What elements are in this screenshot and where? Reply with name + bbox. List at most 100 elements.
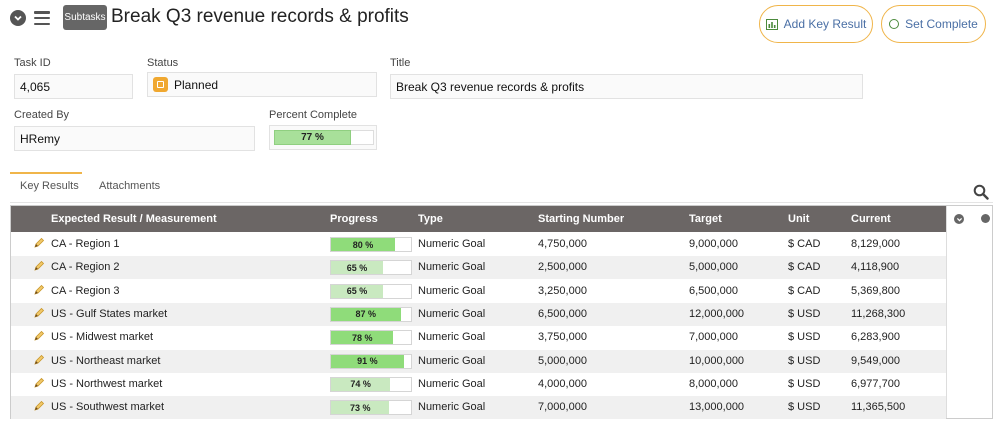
progress-fill: 73 % (331, 401, 390, 415)
task-id-label: Task ID (14, 57, 51, 69)
progress-fill: 78 % (331, 331, 394, 345)
cell-type: Numeric Goal (418, 331, 486, 344)
pencil-icon[interactable] (33, 307, 45, 319)
hamburger-menu-icon[interactable] (34, 11, 50, 25)
table-side-controls (946, 206, 992, 418)
cell-target: 9,000,000 (689, 238, 738, 250)
cell-unit: $ USD (788, 307, 821, 320)
cell-measurement: US - Northeast market (51, 354, 161, 367)
table-row[interactable]: US - Gulf States market 87 % Numeric Goal 6… (11, 302, 946, 326)
cell-starting: 3,250,000 (538, 284, 587, 297)
cell-target: 5,000,000 (689, 261, 738, 274)
tab-attachments[interactable]: Attachments (99, 180, 161, 192)
pencil-icon[interactable] (33, 400, 45, 412)
cell-current: 11,268,300 (851, 307, 906, 320)
cell-measurement: CA - Region 1 (51, 238, 120, 250)
progress-fill: 74 % (331, 377, 391, 391)
tab-key-results[interactable]: Key Results (20, 180, 79, 192)
progress-bar: 78 % (330, 330, 412, 346)
subtasks-button[interactable]: Subtasks (63, 5, 107, 30)
cell-measurement: US - Gulf States market (51, 307, 168, 320)
cell-type: Numeric Goal (418, 354, 486, 367)
task-id-field[interactable]: 4,065 (14, 74, 133, 99)
cell-unit: $ USD (788, 331, 821, 344)
pencil-icon[interactable] (33, 330, 45, 342)
title-field[interactable]: Break Q3 revenue records & profits (390, 74, 863, 99)
collapse-toggle-icon[interactable] (10, 10, 26, 26)
tabs-divider (10, 202, 993, 203)
table-row[interactable]: CA - Region 3 65 % Numeric Goal 3,250,000 6,… (11, 280, 946, 303)
status-value: Planned (174, 77, 219, 92)
column-chooser-chevron-icon[interactable] (954, 214, 964, 224)
table-row[interactable]: CA - Region 1 80 % Numeric Goal 4,750,000 9,… (11, 233, 946, 256)
cell-unit: $ CAD (788, 238, 821, 250)
cell-type: Numeric Goal (418, 284, 486, 297)
pencil-icon[interactable] (33, 260, 45, 272)
col-header-unit[interactable]: Unit (788, 213, 810, 225)
search-icon[interactable] (973, 184, 989, 200)
table-row[interactable]: US - Midwest market 78 % Numeric Goal 3,750… (11, 326, 946, 349)
cell-starting: 3,750,000 (538, 331, 587, 344)
cell-unit: $ CAD (788, 261, 821, 274)
progress-bar: 80 % (330, 237, 412, 252)
cell-current: 6,977,700 (851, 377, 900, 390)
cell-current: 6,283,900 (851, 331, 900, 344)
cell-starting: 7,000,000 (538, 401, 587, 414)
created-by-field[interactable]: HRemy (14, 126, 255, 151)
table-header: Expected Result / Measurement Progress T… (11, 206, 946, 232)
cell-unit: $ CAD (788, 284, 821, 297)
add-key-result-button[interactable]: Add Key Result (759, 5, 873, 43)
progress-bar: 65 % (330, 260, 412, 276)
cell-measurement: CA - Region 2 (51, 261, 120, 274)
cell-type: Numeric Goal (418, 238, 486, 250)
pencil-icon[interactable] (33, 237, 45, 249)
status-planned-icon (153, 77, 168, 92)
progress-bar: 87 % (330, 306, 412, 322)
cell-current: 4,118,900 (851, 261, 900, 274)
progress-fill: 80 % (331, 238, 395, 251)
table-row[interactable]: US - Southwest market 73 % Numeric Goal 7,0… (11, 396, 946, 420)
set-complete-button[interactable]: Set Complete (881, 5, 986, 43)
cell-measurement: CA - Region 3 (51, 284, 120, 297)
col-header-type[interactable]: Type (418, 213, 443, 225)
progress-fill: 91 % (331, 354, 404, 368)
cell-starting: 2,500,000 (538, 261, 587, 274)
progress-bar: 65 % (330, 283, 412, 299)
col-header-current[interactable]: Current (851, 213, 891, 225)
col-header-measurement[interactable]: Expected Result / Measurement (51, 213, 217, 225)
title-label: Title (390, 57, 411, 69)
table-row[interactable]: CA - Region 2 65 % Numeric Goal 2,500,000 5,… (11, 256, 946, 280)
col-header-starting[interactable]: Starting Number (538, 213, 625, 225)
percent-complete-field: 77 % (269, 125, 377, 150)
col-header-progress[interactable]: Progress (330, 213, 378, 225)
cell-measurement: US - Southwest market (51, 401, 165, 414)
cell-target: 7,000,000 (689, 331, 738, 344)
progress-fill: 87 % (331, 307, 401, 321)
cell-measurement: US - Northwest market (51, 377, 163, 390)
cell-type: Numeric Goal (418, 377, 486, 390)
cell-target: 12,000,000 (689, 307, 745, 320)
table-row[interactable]: US - Northwest market 74 % Numeric Goal 4,0… (11, 373, 946, 396)
status-field[interactable]: Planned (147, 72, 377, 97)
bar-chart-icon (765, 18, 778, 30)
key-results-table: Expected Result / Measurement Progress T… (10, 205, 993, 420)
col-header-target[interactable]: Target (689, 213, 722, 225)
progress-bar: 74 % (330, 376, 412, 392)
table-options-dot-icon[interactable] (981, 214, 990, 223)
cell-target: 6,500,000 (689, 284, 738, 297)
cell-target: 10,000,000 (689, 354, 745, 367)
cell-target: 13,000,000 (689, 401, 745, 414)
pencil-icon[interactable] (33, 354, 45, 366)
cell-target: 8,000,000 (689, 377, 738, 390)
cell-measurement: US - Midwest market (51, 331, 154, 344)
pencil-icon[interactable] (33, 377, 45, 389)
progress-bar: 91 % (330, 353, 412, 369)
cell-current: 5,369,800 (851, 284, 900, 297)
cell-type: Numeric Goal (418, 307, 486, 320)
status-label: Status (147, 57, 179, 69)
percent-complete-label: Percent Complete (269, 109, 358, 121)
pencil-icon[interactable] (33, 284, 45, 296)
page-title: Break Q3 revenue records & profits (111, 6, 409, 27)
table-row[interactable]: US - Northeast market 91 % Numeric Goal 5,0… (11, 349, 946, 373)
progress-fill: 65 % (331, 284, 383, 298)
